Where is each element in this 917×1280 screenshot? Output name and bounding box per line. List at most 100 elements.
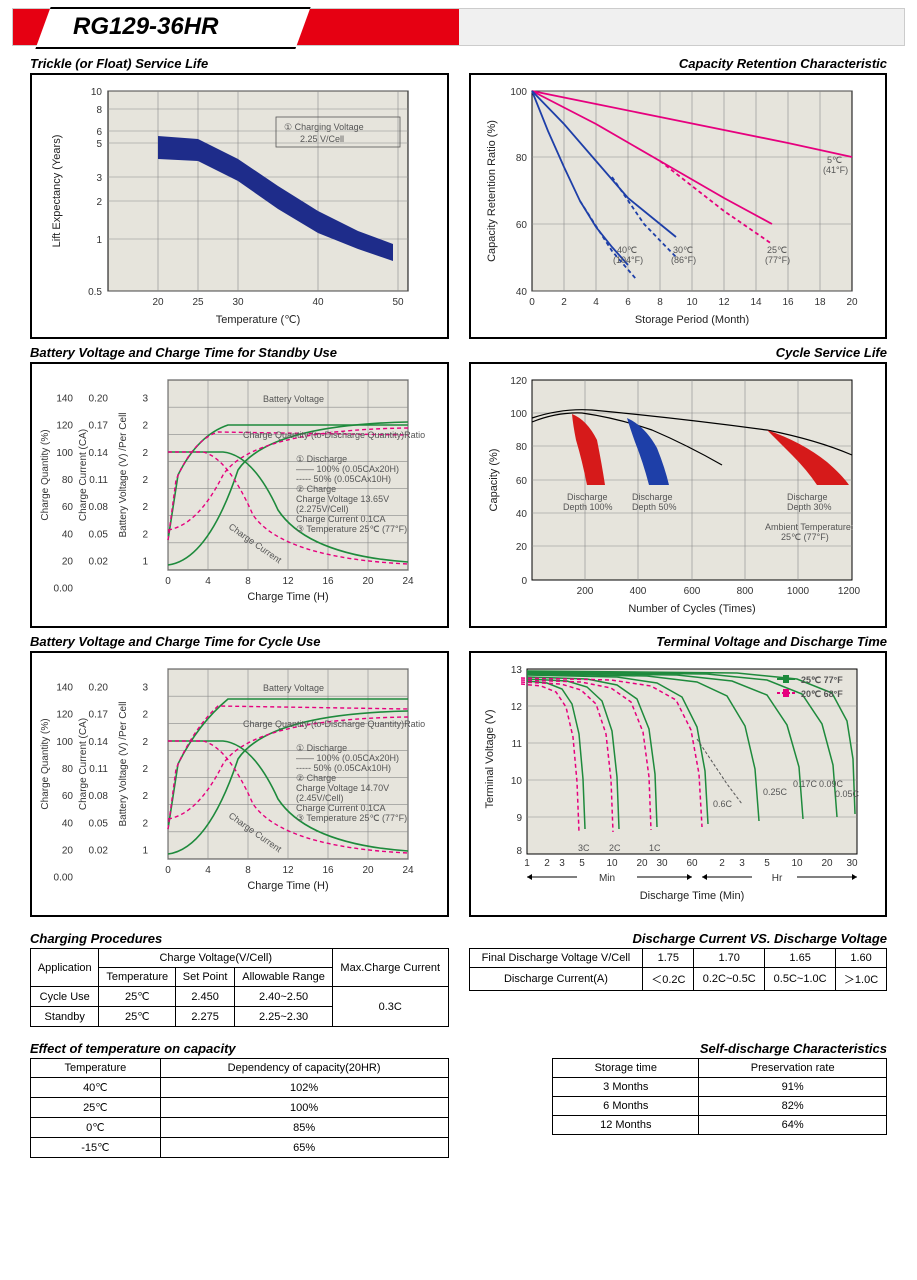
discharge-voltage-section: Discharge Current VS. Discharge Voltage … bbox=[469, 927, 888, 1027]
svg-text:60: 60 bbox=[686, 858, 698, 869]
svg-text:10: 10 bbox=[791, 858, 803, 869]
svg-text:3: 3 bbox=[142, 683, 148, 694]
svg-text:16: 16 bbox=[322, 576, 334, 587]
svg-text:30: 30 bbox=[232, 297, 244, 308]
svg-text:10: 10 bbox=[91, 87, 103, 98]
cell: Final Discharge Voltage V/Cell bbox=[469, 949, 643, 968]
svg-text:0: 0 bbox=[521, 576, 527, 587]
svg-text:(86°F): (86°F) bbox=[671, 255, 696, 265]
svg-text:—— 100% (0.05CAx20H): —— 100% (0.05CAx20H) bbox=[296, 464, 399, 474]
svg-text:2: 2 bbox=[142, 764, 148, 775]
cell: 3 Months bbox=[553, 1078, 699, 1097]
cell: 25℃ bbox=[99, 987, 176, 1007]
chart2-frame: 10080 6040 024 6810 121416 1820 Storage … bbox=[469, 73, 888, 339]
svg-text:----- 50% (0.05CAx10H): ----- 50% (0.05CAx10H) bbox=[296, 763, 391, 773]
cell: ＜0.2C bbox=[643, 968, 694, 991]
svg-text:80: 80 bbox=[515, 153, 527, 164]
svg-text:Charge Current (CA): Charge Current (CA) bbox=[78, 429, 89, 521]
th: Storage time bbox=[553, 1059, 699, 1078]
svg-text:(77°F): (77°F) bbox=[765, 255, 790, 265]
svg-text:20: 20 bbox=[636, 858, 648, 869]
svg-text:40: 40 bbox=[312, 297, 324, 308]
chart4-ylabel: Capacity (%) bbox=[488, 449, 500, 512]
svg-text:100: 100 bbox=[510, 87, 527, 98]
svg-text:3: 3 bbox=[96, 173, 102, 184]
svg-text:10: 10 bbox=[606, 858, 618, 869]
cell: 0.2C~0.5C bbox=[694, 968, 765, 991]
svg-text:40: 40 bbox=[515, 287, 527, 298]
svg-text:2: 2 bbox=[561, 297, 567, 308]
svg-text:0: 0 bbox=[529, 297, 535, 308]
chart1-title: Trickle (or Float) Service Life bbox=[30, 56, 449, 71]
svg-text:2: 2 bbox=[142, 502, 148, 513]
svg-text:20: 20 bbox=[62, 845, 74, 856]
svg-text:60: 60 bbox=[515, 476, 527, 487]
svg-text:0.20: 0.20 bbox=[89, 394, 109, 405]
svg-text:8: 8 bbox=[657, 297, 663, 308]
svg-text:0.08: 0.08 bbox=[89, 791, 109, 802]
chart4-xlabel: Number of Cycles (Times) bbox=[628, 603, 755, 615]
chart6-ylabel: Terminal Voltage (V) bbox=[484, 709, 496, 808]
svg-text:600: 600 bbox=[683, 586, 700, 597]
svg-text:50: 50 bbox=[392, 297, 404, 308]
svg-text:0.5: 0.5 bbox=[88, 287, 102, 298]
svg-text:Charge Quantity (to-Discharge: Charge Quantity (to-Discharge Quantity)R… bbox=[243, 430, 425, 440]
svg-text:Charge Quantity (to-Discharge: Charge Quantity (to-Discharge Quantity)R… bbox=[243, 719, 425, 729]
svg-text:2: 2 bbox=[142, 448, 148, 459]
svg-text:Charge Quantity (%): Charge Quantity (%) bbox=[40, 429, 51, 520]
svg-text:0.14: 0.14 bbox=[89, 448, 109, 459]
svg-text:8: 8 bbox=[96, 105, 102, 116]
svg-text:3: 3 bbox=[142, 394, 148, 405]
svg-text:Hr: Hr bbox=[771, 873, 782, 884]
svg-text:Charge Current 0.1CA: Charge Current 0.1CA bbox=[296, 803, 386, 813]
th-temp: Temperature bbox=[99, 968, 176, 987]
product-code: RG129-36HR bbox=[73, 13, 218, 41]
svg-text:40: 40 bbox=[62, 529, 74, 540]
th-maxcurrent: Max.Charge Current bbox=[333, 949, 448, 987]
selfdischarge-section: Self-discharge Characteristics Storage t… bbox=[469, 1037, 888, 1158]
cell: 0.3C bbox=[333, 987, 448, 1027]
svg-text:12: 12 bbox=[510, 702, 522, 713]
cell: 6 Months bbox=[553, 1097, 699, 1116]
svg-text:Battery Voltage (V) /Per Cell: Battery Voltage (V) /Per Cell bbox=[118, 701, 129, 826]
svg-text:80: 80 bbox=[62, 764, 74, 775]
svg-text:800: 800 bbox=[736, 586, 753, 597]
svg-text:18: 18 bbox=[814, 297, 826, 308]
svg-text:30: 30 bbox=[846, 858, 858, 869]
svg-text:120: 120 bbox=[56, 710, 73, 721]
charging-procedures-section: Charging Procedures Application Charge V… bbox=[30, 927, 449, 1027]
svg-text:0: 0 bbox=[165, 576, 171, 587]
cell: 85% bbox=[160, 1118, 448, 1138]
cell: 2.40~2.50 bbox=[235, 987, 333, 1007]
svg-text:3C: 3C bbox=[578, 843, 590, 853]
svg-text:③ Temperature 25℃ (77°F): ③ Temperature 25℃ (77°F) bbox=[296, 524, 407, 534]
table-selfdis: Storage timePreservation rate 3 Months91… bbox=[552, 1058, 887, 1135]
svg-text:0.02: 0.02 bbox=[89, 845, 109, 856]
svg-text:24: 24 bbox=[402, 865, 414, 876]
chart6-svg: 3C2C1C 0.6C0.25C 0.17C0.09C0.05C 25℃ 77°… bbox=[477, 659, 867, 909]
cell: 0℃ bbox=[31, 1118, 161, 1138]
svg-text:1: 1 bbox=[142, 845, 148, 856]
svg-text:5: 5 bbox=[764, 858, 770, 869]
svg-text:0.05: 0.05 bbox=[89, 529, 109, 540]
cell: 64% bbox=[699, 1116, 887, 1135]
svg-text:100: 100 bbox=[510, 409, 527, 420]
svg-text:14: 14 bbox=[750, 297, 762, 308]
chart4-frame: DischargeDepth 100% DischargeDepth 50% D… bbox=[469, 362, 888, 628]
svg-text:Battery Voltage: Battery Voltage bbox=[263, 394, 324, 404]
table-temp: TemperatureDependency of capacity(20HR) … bbox=[30, 1058, 449, 1158]
svg-text:0.08: 0.08 bbox=[89, 502, 109, 513]
svg-text:12: 12 bbox=[718, 297, 730, 308]
cell: 2.450 bbox=[176, 987, 235, 1007]
chart6-title: Terminal Voltage and Discharge Time bbox=[469, 634, 888, 649]
table-selfdis-title: Self-discharge Characteristics bbox=[469, 1041, 888, 1056]
svg-text:60: 60 bbox=[62, 791, 74, 802]
cell: 0.5C~1.0C bbox=[765, 968, 836, 991]
chart6-frame: 3C2C1C 0.6C0.25C 0.17C0.09C0.05C 25℃ 77°… bbox=[469, 651, 888, 917]
svg-text:(104°F): (104°F) bbox=[613, 255, 643, 265]
svg-text:Depth 50%: Depth 50% bbox=[632, 502, 677, 512]
th: Temperature bbox=[31, 1059, 161, 1078]
svg-text:2: 2 bbox=[142, 737, 148, 748]
svg-text:2: 2 bbox=[719, 858, 725, 869]
cell: 91% bbox=[699, 1078, 887, 1097]
